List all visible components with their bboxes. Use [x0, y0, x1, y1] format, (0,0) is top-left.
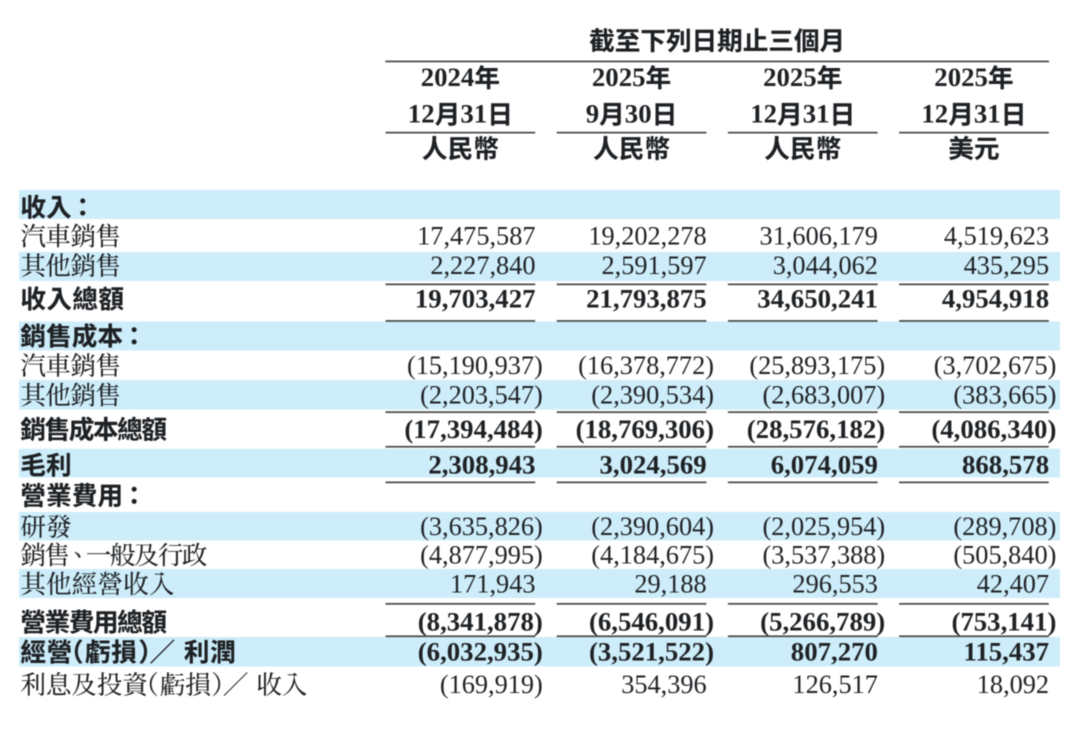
svg-text:4,954,918: 4,954,918	[942, 283, 1049, 313]
svg-text:(3,702,675): (3,702,675)	[934, 351, 1057, 380]
svg-text:2025: 2025	[592, 62, 646, 92]
svg-text:31: 31	[803, 99, 830, 129]
svg-text:(2,390,604): (2,390,604)	[591, 512, 714, 541]
svg-text:(289,708): (289,708)	[953, 512, 1056, 541]
svg-text:(169,919): (169,919)	[440, 670, 543, 699]
svg-text:31: 31	[460, 99, 487, 129]
svg-text:296,553: 296,553	[792, 569, 877, 598]
svg-text:115,437: 115,437	[963, 636, 1049, 666]
svg-text:435,295: 435,295	[964, 251, 1049, 280]
svg-text:18,092: 18,092	[977, 670, 1049, 699]
svg-text:(3,635,826): (3,635,826)	[420, 512, 543, 541]
svg-text:(2,390,534): (2,390,534)	[591, 381, 714, 410]
svg-text:(505,840): (505,840)	[953, 540, 1056, 569]
svg-text:2,308,943: 2,308,943	[428, 450, 535, 480]
svg-text:(25,893,175): (25,893,175)	[749, 351, 885, 380]
svg-text:(4,184,675): (4,184,675)	[591, 540, 714, 569]
svg-text:(4,086,340): (4,086,340)	[931, 414, 1056, 444]
svg-text:807,270: 807,270	[791, 636, 878, 666]
svg-text:(383,665): (383,665)	[953, 381, 1056, 410]
svg-text:171,943: 171,943	[450, 569, 535, 598]
svg-text:(2,203,547): (2,203,547)	[420, 381, 543, 410]
svg-text:(2,683,007): (2,683,007)	[762, 381, 885, 410]
svg-text:2,227,840: 2,227,840	[430, 251, 535, 280]
svg-text:29,188: 29,188	[634, 569, 706, 598]
svg-text:(3,521,522): (3,521,522)	[589, 636, 714, 666]
svg-text:3,044,062: 3,044,062	[773, 251, 878, 280]
svg-text:(18,769,306): (18,769,306)	[576, 414, 714, 444]
svg-text:42,407: 42,407	[977, 569, 1049, 598]
svg-text:21,793,875: 21,793,875	[586, 283, 707, 313]
svg-text:3,024,569: 3,024,569	[600, 450, 707, 480]
svg-text:31,606,179: 31,606,179	[760, 222, 878, 251]
svg-text:2025: 2025	[763, 62, 817, 92]
svg-text:2024: 2024	[421, 62, 475, 92]
svg-text:(28,576,182): (28,576,182)	[747, 414, 885, 444]
svg-text:2025: 2025	[934, 62, 988, 92]
svg-text:2,591,597: 2,591,597	[602, 251, 707, 280]
svg-text:(6,546,091): (6,546,091)	[589, 607, 714, 637]
svg-text:(5,266,789): (5,266,789)	[760, 607, 885, 637]
svg-text:(2,025,954): (2,025,954)	[762, 512, 885, 541]
svg-text:(4,877,995): (4,877,995)	[420, 540, 543, 569]
svg-text:9: 9	[586, 99, 599, 129]
svg-text:12: 12	[750, 99, 777, 129]
svg-text:12: 12	[921, 99, 948, 129]
svg-text:(753,141): (753,141)	[951, 607, 1056, 637]
svg-text:12: 12	[408, 99, 435, 129]
svg-text:6,074,059: 6,074,059	[771, 450, 878, 480]
svg-text:(16,378,772): (16,378,772)	[578, 351, 714, 380]
svg-text:34,650,241: 34,650,241	[757, 283, 878, 313]
svg-text:30: 30	[625, 99, 652, 129]
svg-text:19,202,278: 19,202,278	[588, 222, 706, 251]
svg-text:868,578: 868,578	[962, 450, 1049, 480]
svg-text:(3,537,388): (3,537,388)	[762, 540, 885, 569]
svg-text:126,517: 126,517	[792, 670, 877, 699]
svg-text:19,703,427: 19,703,427	[415, 283, 536, 313]
svg-text:(6,032,935): (6,032,935)	[418, 636, 543, 666]
svg-text:4,519,623: 4,519,623	[944, 222, 1049, 251]
svg-text:354,396: 354,396	[621, 670, 706, 699]
svg-text:31: 31	[974, 99, 1001, 129]
svg-text:(17,394,484): (17,394,484)	[404, 414, 542, 444]
svg-text:(8,341,878): (8,341,878)	[418, 607, 543, 637]
svg-text:(15,190,937): (15,190,937)	[407, 351, 543, 380]
svg-text:17,475,587: 17,475,587	[417, 222, 535, 251]
